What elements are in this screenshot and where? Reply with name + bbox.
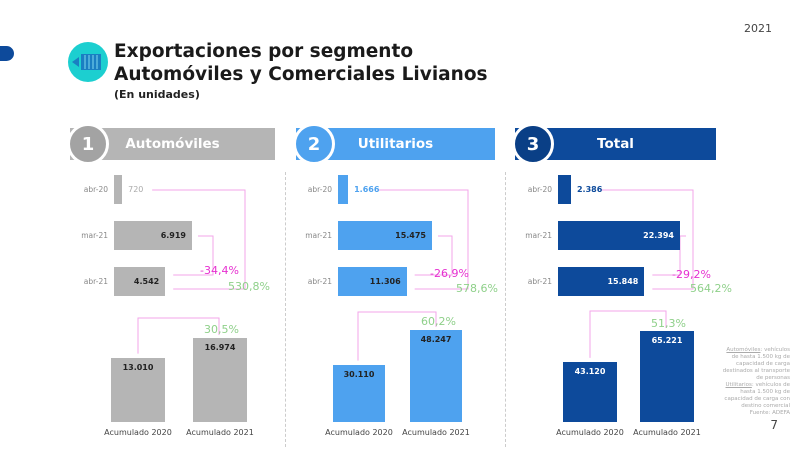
vbar-acumulado-2020 [111, 357, 165, 422]
connector-line [152, 189, 246, 290]
row-label: mar-21 [305, 231, 332, 240]
page-subtitle: (En unidades) [114, 88, 200, 101]
pct-change-cumulative: 51,3% [651, 317, 686, 330]
hbar-mar-21 [114, 221, 192, 250]
value-label: 2.386 [576, 185, 603, 194]
title-line-1: Exportaciones por segmento [114, 41, 414, 62]
pct-change-year: 564,2% [690, 282, 732, 295]
row-label: mar-21 [81, 231, 108, 240]
hbar-mar-21 [338, 221, 432, 250]
connector-line [589, 310, 667, 358]
vbar-acumulado-2020 [563, 361, 617, 422]
hbar-mar-21 [558, 221, 680, 250]
value-label: 720 [128, 185, 144, 194]
page-title: Exportaciones por segmento Automóviles y … [114, 40, 488, 86]
x-axis-label: Acumulado 2020 [104, 428, 172, 437]
hbar-abr-21 [114, 267, 166, 296]
connector-line [600, 189, 694, 290]
value-label: 4.542 [133, 277, 160, 286]
x-axis-label: Acumulado 2021 [633, 428, 701, 437]
value-label: 30.110 [343, 369, 375, 379]
value-label: 15.848 [607, 277, 639, 286]
connector-line [173, 235, 214, 276]
row-label: abr-21 [307, 277, 332, 286]
divider [285, 172, 286, 447]
page-number: 7 [770, 418, 778, 432]
footnote-text: : vehículos de hasta 1.500 kg de capacid… [722, 347, 790, 381]
panel-number-badge: 1 [67, 123, 109, 165]
row-label: abr-20 [307, 185, 332, 194]
value-label: 16.974 [204, 343, 236, 352]
hbar-abr-21 [558, 267, 645, 296]
panel-number-badge: 3 [512, 123, 554, 165]
vbar-acumulado-2020 [333, 364, 385, 422]
row-label: abr-20 [83, 185, 108, 194]
value-label: 48.247 [420, 335, 452, 344]
x-axis-label: Acumulado 2020 [325, 428, 393, 437]
footnote-term: Automóviles [726, 347, 761, 353]
year-label: 2021 [744, 22, 772, 35]
value-label: 15.475 [395, 231, 426, 240]
connector-line [137, 317, 220, 354]
value-label: 43.120 [574, 366, 606, 376]
row-label: mar-21 [525, 231, 552, 240]
x-axis-label: Acumulado 2020 [556, 428, 624, 437]
slide-tab-marker [0, 46, 14, 61]
pct-change-year: 578,6% [456, 282, 498, 295]
footnote: Automóviles: vehículos de hasta 1.500 kg… [718, 347, 790, 417]
footnote-source: Fuente: ADEFA [749, 410, 790, 416]
value-label: 1.666 [354, 185, 380, 194]
pct-change-month: -29,2% [672, 268, 711, 281]
container-export-icon [68, 42, 108, 82]
hbar-abr-20 [338, 175, 349, 204]
connector-line [357, 311, 437, 361]
pct-change-month: -34,4% [200, 264, 239, 277]
value-label: 6.919 [160, 231, 186, 240]
divider [505, 172, 506, 447]
value-label: 11.306 [369, 277, 401, 286]
title-line-2: Automóviles y Comerciales Livianos [114, 64, 488, 85]
pct-change-month: -26,9% [430, 267, 469, 280]
vbar-acumulado-2021 [410, 330, 462, 422]
connector-line [378, 189, 469, 290]
pct-change-cumulative: 30,5% [204, 323, 239, 336]
footnote-term: Utilitarios [725, 382, 752, 388]
row-label: abr-21 [83, 277, 108, 286]
row-label: abr-21 [527, 277, 552, 286]
vbar-acumulado-2021 [193, 338, 247, 422]
pct-change-cumulative: 60,2% [421, 315, 456, 328]
hbar-abr-21 [338, 267, 407, 296]
footnote-text: : vehículos de hasta 1.500 kg de capacid… [724, 382, 790, 409]
hbar-abr-20 [558, 175, 571, 204]
pct-change-year: 530,8% [228, 280, 270, 293]
value-label: 65.221 [651, 336, 683, 345]
x-axis-label: Acumulado 2021 [186, 428, 254, 437]
connector-line [652, 235, 686, 276]
vbar-acumulado-2021 [640, 331, 694, 422]
value-label: 13.010 [122, 362, 154, 372]
hbar-abr-20 [114, 175, 123, 204]
connector-line [414, 235, 453, 276]
row-label: abr-20 [527, 185, 552, 194]
panel-number-badge: 2 [293, 123, 335, 165]
value-label: 22.394 [643, 231, 674, 240]
x-axis-label: Acumulado 2021 [402, 428, 470, 437]
